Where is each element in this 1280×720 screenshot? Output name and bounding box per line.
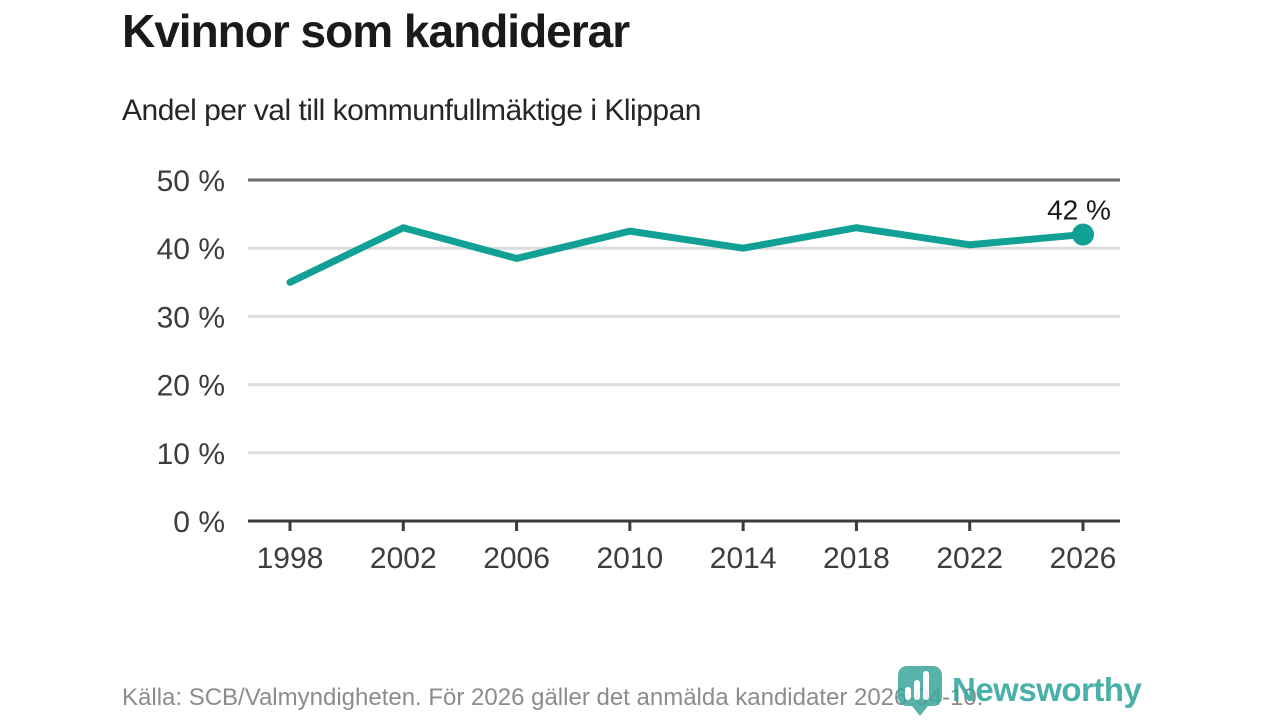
x-tick-label: 2022: [936, 542, 1003, 575]
x-tick-label: 1998: [257, 542, 324, 575]
chart-title: Kvinnor som kandiderar: [122, 5, 630, 57]
chart-subtitle: Andel per val till kommunfullmäktige i K…: [122, 94, 701, 127]
x-tick-label: 2026: [1050, 542, 1117, 575]
bar-tall: [923, 671, 929, 700]
line-chart: 0 % 10 % 20 % 30 % 40 % 50 % 1998 2002 2006 2010 2…: [157, 165, 1120, 575]
x-tick-label: 2010: [596, 542, 663, 575]
y-tick-label: 30 %: [157, 301, 225, 334]
newsworthy-pin-icon: [898, 666, 942, 716]
last-point-marker: [1072, 223, 1094, 246]
bar-small: [905, 687, 911, 700]
x-tick-label: 2006: [483, 542, 550, 575]
y-tick-label: 0 %: [173, 506, 225, 539]
source-note: Källa: SCB/Valmyndigheten. För 2026 gäll…: [122, 684, 984, 711]
y-tick-label: 50 %: [157, 165, 225, 198]
bar-medium: [914, 680, 920, 700]
newsworthy-wordmark: Newsworthy: [952, 671, 1142, 708]
data-line: [286, 224, 1087, 286]
y-tick-label: 20 %: [157, 370, 225, 403]
x-tick-label: 2014: [710, 542, 777, 575]
x-tick-label: 2018: [823, 542, 890, 575]
x-tick-label: 2002: [370, 542, 437, 575]
y-tick-label: 10 %: [157, 438, 225, 471]
point-annotation: 42 %: [1047, 195, 1111, 226]
y-tick-label: 40 %: [157, 233, 225, 266]
newsworthy-logo: Newsworthy: [895, 663, 1142, 717]
